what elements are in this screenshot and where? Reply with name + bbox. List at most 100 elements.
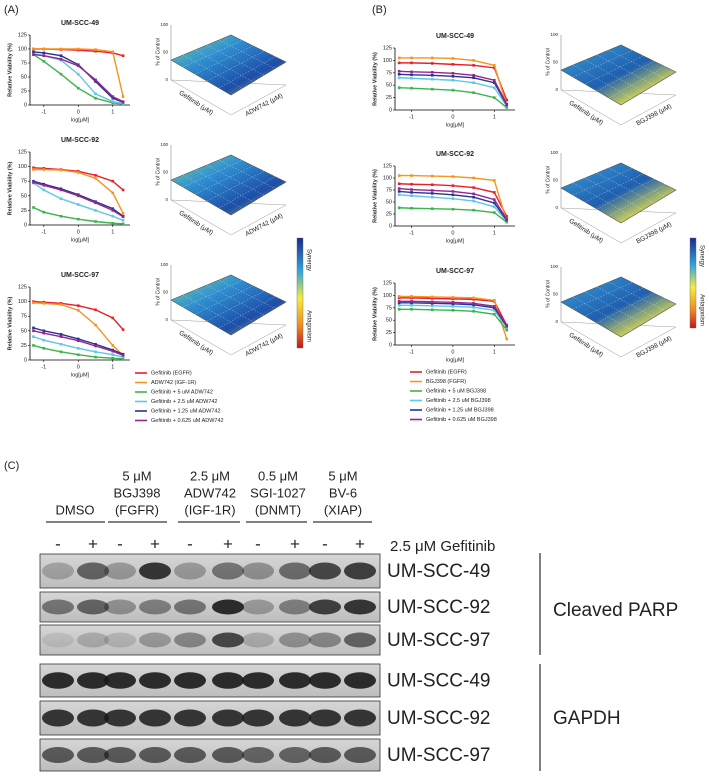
data-point — [493, 96, 496, 99]
blot-row-label: UM-SCC-97 — [387, 745, 490, 766]
x-axis-label: Gefitinib (μM) — [568, 332, 605, 359]
band — [242, 709, 274, 727]
colorbar-label: Synergy — [698, 245, 704, 267]
surface-mesh — [218, 159, 276, 189]
data-point — [451, 175, 455, 178]
x-tick-label: -1 — [409, 349, 414, 355]
data-point — [472, 195, 475, 199]
sign: - — [187, 534, 193, 553]
data-point — [111, 353, 115, 357]
band — [212, 632, 244, 648]
band — [242, 562, 274, 580]
data-point — [410, 295, 413, 298]
data-point — [76, 347, 80, 350]
y-tick-label: 25 — [21, 208, 27, 214]
data-point — [94, 323, 97, 327]
data-point — [493, 64, 496, 67]
data-point — [42, 331, 46, 335]
data-point — [397, 296, 401, 300]
band — [344, 599, 376, 615]
data-point — [493, 201, 496, 205]
data-point — [42, 347, 46, 350]
x-tick-label: 1 — [111, 364, 114, 370]
data-point — [430, 87, 434, 91]
data-point — [94, 96, 97, 100]
data-point — [472, 309, 475, 313]
data-point — [76, 304, 80, 307]
data-point — [32, 329, 35, 333]
data-point — [472, 91, 475, 94]
band — [309, 709, 341, 727]
z-tick-label: 50 — [553, 60, 559, 65]
y-tick-label: 75 — [386, 305, 392, 311]
data-point — [94, 176, 97, 180]
data-point — [94, 344, 97, 348]
data-point — [121, 355, 125, 359]
z-axis-label: % of Control — [155, 38, 161, 66]
surface-mesh — [182, 54, 243, 89]
x-tick-label: 0 — [77, 364, 80, 370]
data-point — [42, 188, 46, 192]
band — [242, 747, 274, 763]
surface-mesh — [194, 49, 254, 82]
treatment-label: (XIAP) — [324, 502, 362, 517]
chart-title: UM-SCC-92 — [61, 137, 99, 144]
data-point — [430, 62, 434, 65]
band — [77, 599, 109, 615]
data-point — [493, 86, 496, 89]
data-point — [505, 323, 509, 327]
data-point — [505, 106, 509, 109]
data-point — [111, 96, 115, 100]
data-point — [111, 209, 115, 212]
y-axis-label: ADW742 (μM) — [244, 332, 284, 358]
data-point — [397, 193, 401, 197]
z-axis-label: % of Control — [545, 280, 551, 308]
data-point — [121, 95, 125, 98]
data-point — [397, 70, 401, 73]
band — [77, 632, 109, 648]
data-point — [111, 50, 115, 54]
data-point — [76, 339, 80, 343]
y-tick-label: 25 — [386, 95, 392, 101]
data-point — [121, 354, 125, 357]
data-point — [94, 355, 97, 359]
sign: + — [355, 534, 365, 553]
z-tick-label: 50 — [553, 178, 559, 183]
data-point — [493, 191, 496, 194]
y-axis-label: Relative Viability (%) — [7, 43, 13, 97]
series-line — [399, 308, 508, 331]
x-tick-label: 0 — [451, 230, 454, 236]
data-point — [76, 337, 80, 341]
y-tick-label: 0 — [24, 222, 27, 228]
y-tick-label: 125 — [383, 45, 392, 51]
band — [309, 562, 341, 580]
chart-title: UM-SCC-97 — [436, 268, 474, 275]
x-tick-label: -1 — [41, 364, 46, 370]
z-tick-label: 50 — [163, 50, 169, 55]
legend-label: Gefitinib (EGFR) — [151, 370, 192, 376]
data-point — [493, 198, 496, 201]
y-tick-label: 25 — [21, 88, 27, 94]
colorbar — [296, 237, 304, 349]
data-point — [42, 183, 46, 187]
y-tick-label: 0 — [389, 342, 392, 348]
data-point — [94, 78, 97, 82]
data-point — [451, 78, 455, 82]
data-point — [472, 296, 475, 300]
y-axis-label: ADW742 (μM) — [244, 92, 284, 118]
data-point — [32, 47, 35, 51]
band — [309, 599, 341, 615]
data-point — [430, 297, 434, 300]
data-point — [451, 301, 455, 304]
band — [344, 672, 376, 689]
blot-row-label: UM-SCC-97 — [387, 630, 490, 651]
data-point — [121, 212, 125, 215]
data-point — [410, 73, 413, 77]
y-tick-label: 125 — [383, 280, 392, 286]
colorbar-label: Antagonism — [698, 294, 704, 326]
treatment-label: (DNMT) — [255, 502, 301, 517]
surface-mesh — [572, 182, 633, 217]
treatment-label: 5 μM — [122, 468, 151, 483]
